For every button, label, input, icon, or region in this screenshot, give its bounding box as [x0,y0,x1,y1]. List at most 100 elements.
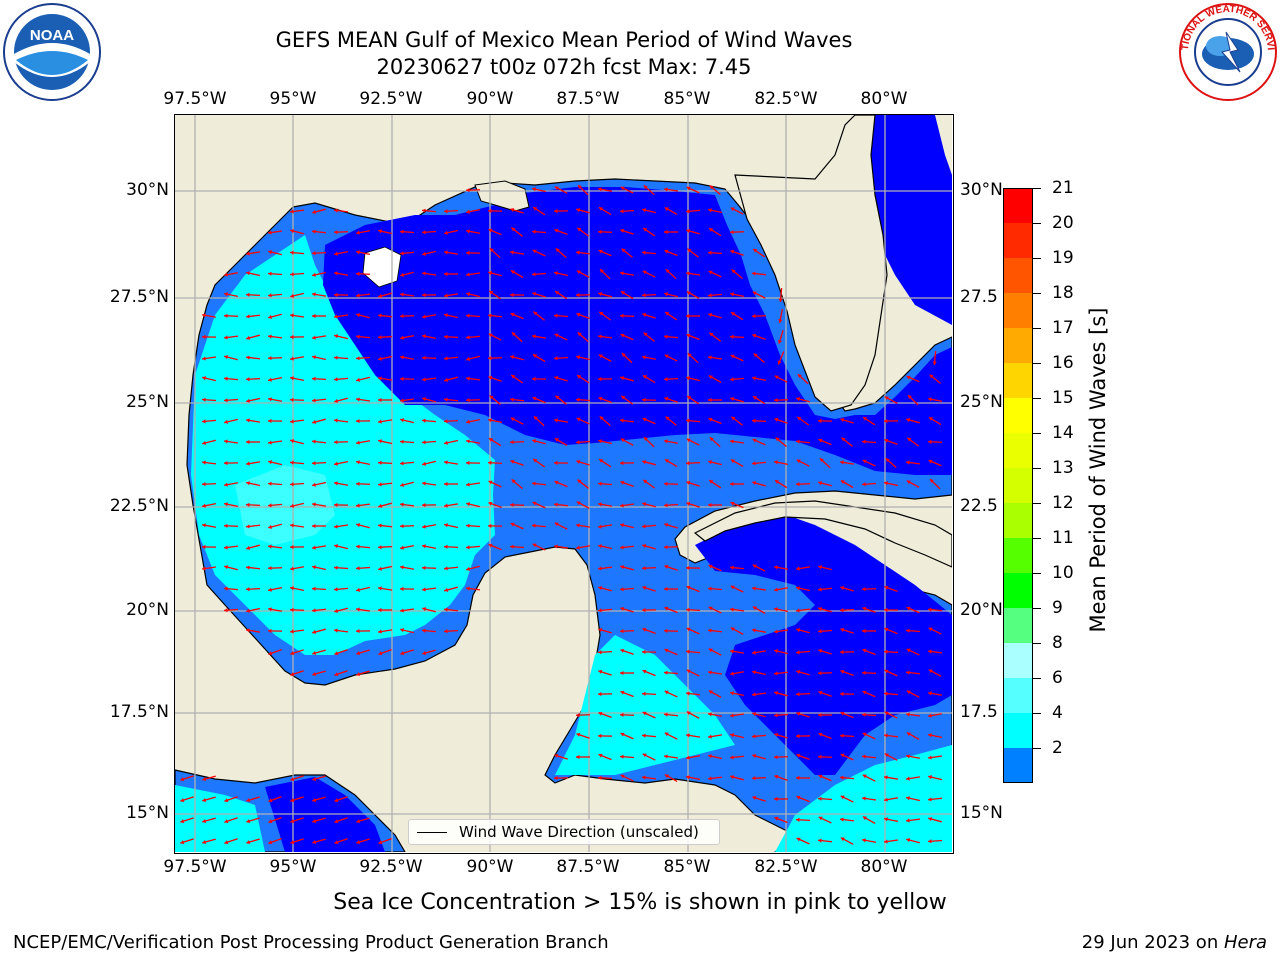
wind-wave-arrowhead [686,585,691,590]
wind-wave-arrowhead [818,438,823,443]
wind-wave-arrowhead [686,711,691,716]
lon-tick-bottom: 95°W [269,857,317,877]
wind-wave-arrowhead [422,208,426,213]
wind-wave-arrowhead [511,227,516,232]
wind-wave-arrowhead [621,353,626,358]
wind-wave-arrowhead [532,334,536,339]
wind-wave-arrowhead [290,313,294,318]
wind-wave-arrowhead [686,313,690,319]
wind-wave-arrowhead [554,418,558,423]
wind-wave-arrowhead [708,397,712,403]
wind-wave-arrowhead [818,629,822,634]
wind-wave-arrowhead [554,375,559,380]
wind-wave-arrowhead [686,229,691,233]
wind-wave-arrowhead [246,524,250,529]
wind-wave-arrowhead [862,816,867,821]
lon-tick-top: 82.5°W [754,89,818,109]
wind-wave-arrowhead [777,360,782,365]
wind-wave-arrowhead [753,396,758,400]
wind-wave-arrowhead [708,628,712,633]
wind-wave-arrowhead [224,798,229,803]
wind-wave-arrowhead [818,418,822,423]
wind-wave-arrowhead [840,627,845,632]
wind-wave-arrowhead [378,356,382,361]
wind-wave-arrowhead [466,313,470,318]
wind-wave-arrowhead [268,544,272,549]
wind-wave-arrowhead [752,481,757,485]
wind-wave-arrowhead [862,670,866,675]
wind-wave-arrowhead [664,377,668,382]
wind-wave-arrowhead [246,461,250,466]
wind-wave-arrowhead [599,416,604,421]
wind-wave-arrowhead [202,840,207,844]
wind-wave-arrowhead [642,312,647,317]
wind-wave-arrowhead [444,629,448,634]
wind-wave-arrowhead [488,271,493,276]
wind-wave-arrowhead [774,629,778,634]
wind-wave-arrowhead [290,439,295,444]
wind-wave-arrowhead [576,250,580,255]
wind-wave-arrowhead [246,628,250,633]
wind-wave-arrowhead [510,292,514,297]
wind-wave-arrowhead [752,271,756,276]
wind-wave-arrowhead [312,629,317,634]
wind-wave-arrowhead [709,332,714,337]
wind-wave-arrowhead [863,417,868,421]
wind-wave-arrowhead [818,732,823,737]
lat-tick-left: 22.5°N [109,496,169,516]
wind-wave-arrowhead [488,480,493,485]
wind-wave-arrowhead [884,585,889,590]
wind-wave-arrowhead [378,586,382,591]
wind-wave-arrowhead [334,628,338,633]
wind-wave-arrowhead [532,376,536,381]
wind-wave-arrowhead [840,669,845,674]
wind-wave-arrowhead [620,503,624,508]
wind-wave-arrowhead [796,566,800,571]
colorbar-segment [1003,468,1033,503]
colorbar-tick [1033,748,1041,749]
wind-wave-arrowhead [268,418,272,423]
wind-wave-arrowhead [686,755,690,760]
wind-wave-arrowhead [906,460,910,465]
wind-wave-arrowhead [400,398,404,403]
wind-wave-arrowhead [708,502,712,508]
wind-wave-arrowhead [642,293,646,298]
wind-wave-arrowhead [510,355,515,360]
wind-wave-arrowhead [686,691,690,696]
wind-wave-arrowhead [752,650,756,655]
wind-wave-arrowhead [884,669,889,674]
wind-wave-arrowhead [312,523,316,529]
wind-wave-arrowhead [752,754,757,758]
colorbar-tick-label: 11 [1052,528,1074,548]
wind-wave-arrowhead [378,293,383,298]
wind-wave-arrowhead [620,648,625,653]
wind-wave-arrowhead [400,524,404,529]
wind-wave-arrowhead [840,417,845,422]
wind-wave-arrowhead [510,207,515,212]
colorbar-tick [1033,328,1041,329]
wind-wave-arrowhead [290,798,295,803]
wind-wave-arrowhead [598,481,602,486]
wind-wave-arrowhead [576,459,581,464]
wind-wave-arrowhead [356,397,360,402]
colorbar-tick-label: 19 [1052,248,1074,268]
wind-wave-arrowhead [312,439,316,444]
wind-wave-arrowhead [246,481,250,486]
colorbar-frame [1003,188,1033,783]
wind-wave-arrowhead [356,819,361,824]
wind-wave-arrowhead [334,461,338,466]
wind-wave-arrowhead [598,753,603,758]
wind-wave-arrowhead [268,587,272,592]
wind-wave-arrowhead [312,272,316,277]
wave-period-map [174,114,954,854]
wind-wave-arrowhead [598,650,602,655]
wind-wave-arrowhead [444,334,448,339]
wind-wave-arrowhead [686,438,691,443]
wind-wave-arrowhead [664,229,668,235]
wind-wave-arrowhead [202,440,207,445]
wind-wave-arrowhead [752,734,756,739]
noaa-logo: NOAA [2,2,102,102]
wind-wave-arrowhead [466,398,470,403]
wind-wave-arrowhead [554,776,558,781]
wind-wave-arrowhead [862,690,867,695]
